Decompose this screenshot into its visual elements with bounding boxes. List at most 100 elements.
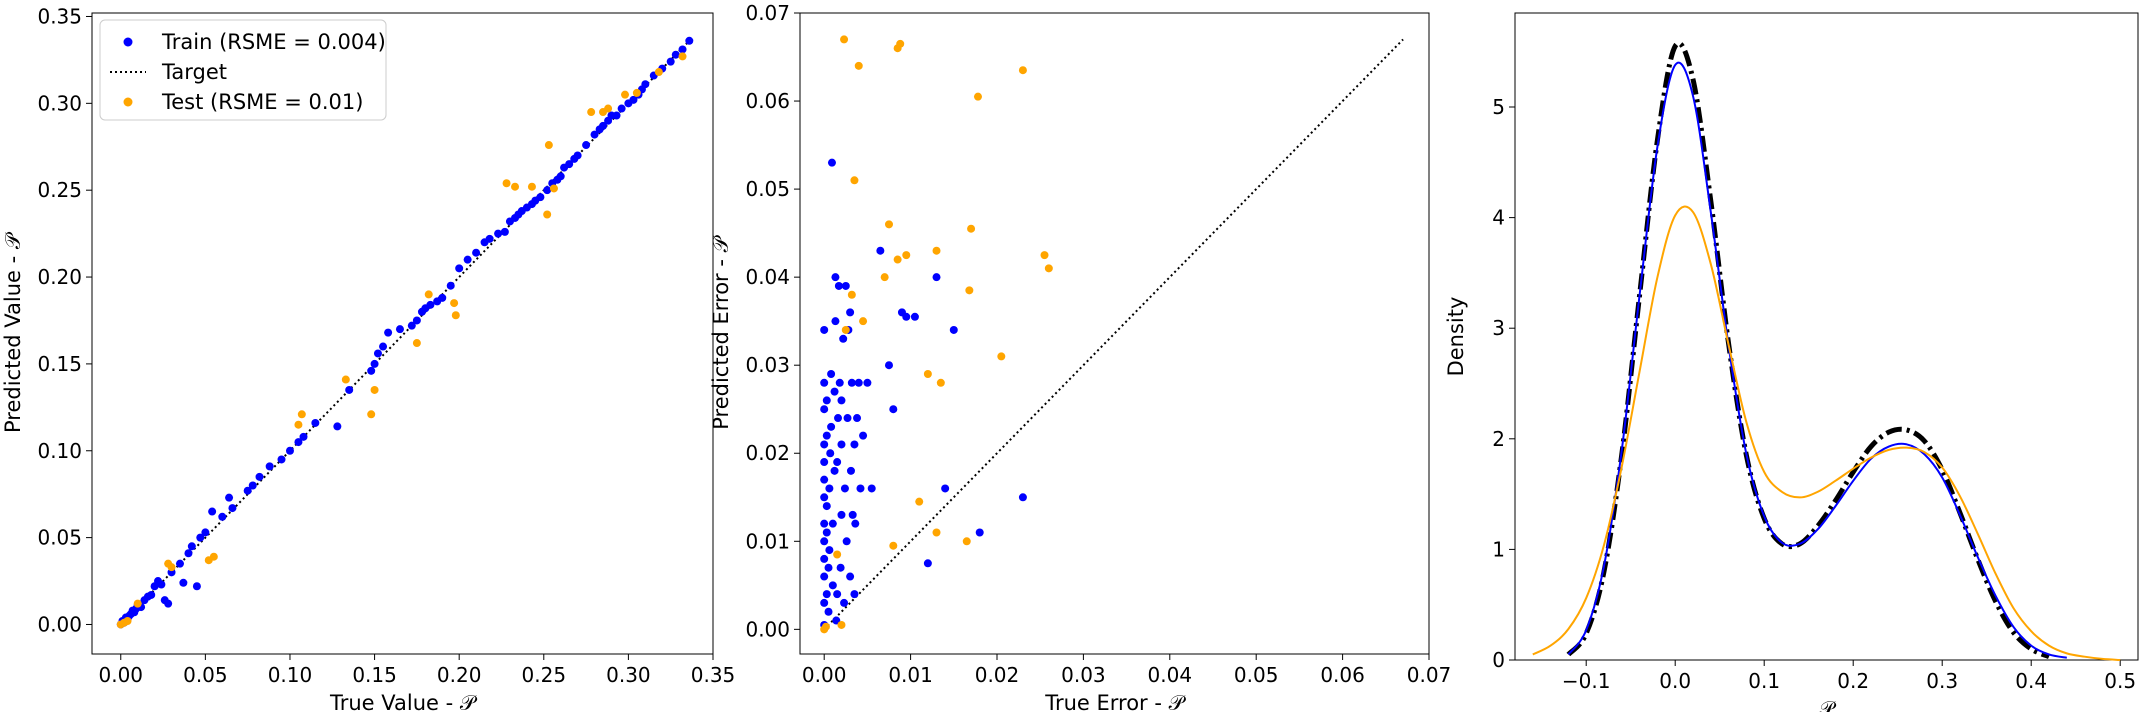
data-point [863, 378, 872, 387]
data-point [463, 255, 472, 264]
data-point [822, 502, 831, 511]
data-point [370, 385, 379, 394]
plot-frame-1 [91, 12, 714, 655]
data-point [299, 432, 308, 441]
data-point [294, 420, 303, 429]
data-point [884, 361, 893, 370]
data-point [820, 405, 829, 414]
data-point [175, 559, 184, 568]
data-point [833, 458, 842, 467]
data-point [854, 378, 863, 387]
x-tick-label: 0.4 [2015, 669, 2047, 693]
data-point [846, 466, 855, 475]
data-point [936, 378, 945, 387]
data-point [889, 541, 898, 550]
data-point [932, 273, 941, 282]
data-point [179, 578, 188, 587]
data-point [543, 210, 552, 219]
data-point [884, 220, 893, 229]
x-tick-label: 0.07 [1407, 663, 1452, 687]
data-point [590, 130, 599, 139]
data-point [617, 104, 626, 113]
data-point [367, 410, 376, 419]
data-point [910, 312, 919, 321]
target-line [120, 40, 691, 626]
data-point [828, 581, 837, 590]
data-point [228, 504, 237, 513]
y-tick-label: 2 [1492, 427, 1505, 451]
y-tick-label: 4 [1492, 206, 1505, 230]
data-point [850, 590, 859, 599]
data-point [167, 563, 176, 572]
data-point [836, 563, 845, 572]
data-point [973, 92, 982, 101]
data-point [450, 299, 459, 308]
x-tick-label: 0.25 [522, 663, 567, 687]
data-point [678, 45, 687, 54]
data-point [556, 172, 565, 181]
data-point [859, 431, 868, 440]
data-point [949, 325, 958, 334]
data-point [840, 598, 849, 607]
data-point [527, 182, 536, 191]
data-point [218, 512, 227, 521]
target-line [823, 38, 1404, 631]
y-tick-label: 0.00 [745, 617, 790, 641]
data-point [494, 229, 503, 238]
data-point [666, 57, 675, 66]
data-point [412, 316, 421, 325]
y-tick-label: 0.05 [37, 526, 82, 550]
data-point [544, 141, 553, 150]
y-tick-label: 0.10 [37, 439, 82, 463]
y-tick-label: 0.25 [37, 178, 82, 202]
data-point [822, 396, 831, 405]
data-point [827, 158, 836, 167]
data-point [543, 186, 552, 195]
data-point [841, 325, 850, 334]
legend-marker [123, 97, 133, 107]
y-tick-label: 0.20 [37, 265, 82, 289]
data-point [847, 378, 856, 387]
data-point [997, 352, 1006, 361]
data-point [1044, 264, 1053, 273]
y-tick-label: 0 [1492, 648, 1505, 672]
data-point [549, 184, 558, 193]
y-tick-label: 0.01 [745, 529, 790, 553]
data-point [451, 311, 460, 320]
data-point [876, 246, 885, 255]
data-point [820, 519, 829, 528]
plot-frame-2 [799, 12, 1430, 655]
x-tick-label: 0.35 [691, 663, 736, 687]
data-point [821, 622, 830, 631]
data-point [880, 273, 889, 282]
y-tick-label: 0.00 [37, 612, 82, 636]
data-point [837, 620, 846, 629]
data-point [820, 475, 829, 484]
data-point [582, 141, 591, 150]
data-point [133, 599, 142, 608]
data-point [827, 370, 836, 379]
y-tick-label: 0.07 [745, 1, 790, 25]
data-point [424, 290, 433, 299]
y-axis-label: Density [1444, 297, 1468, 377]
data-point [975, 528, 984, 537]
data-point [962, 537, 971, 546]
data-point [255, 472, 264, 481]
data-point [599, 121, 608, 130]
data-point [536, 193, 545, 202]
data-point [654, 68, 663, 77]
data-point [685, 36, 694, 45]
data-point [854, 61, 863, 70]
data-point [277, 455, 286, 464]
data-point [201, 528, 210, 537]
x-axis-label: True Error - 𝒫 [1044, 691, 1186, 712]
data-point [820, 458, 829, 467]
data-point [157, 580, 166, 589]
data-point [915, 497, 924, 506]
data-point [412, 339, 421, 348]
data-point [824, 607, 833, 616]
data-point [367, 366, 376, 375]
data-point [902, 312, 911, 321]
data-point [840, 484, 849, 493]
x-tick-label: 0.0 [1659, 669, 1691, 693]
